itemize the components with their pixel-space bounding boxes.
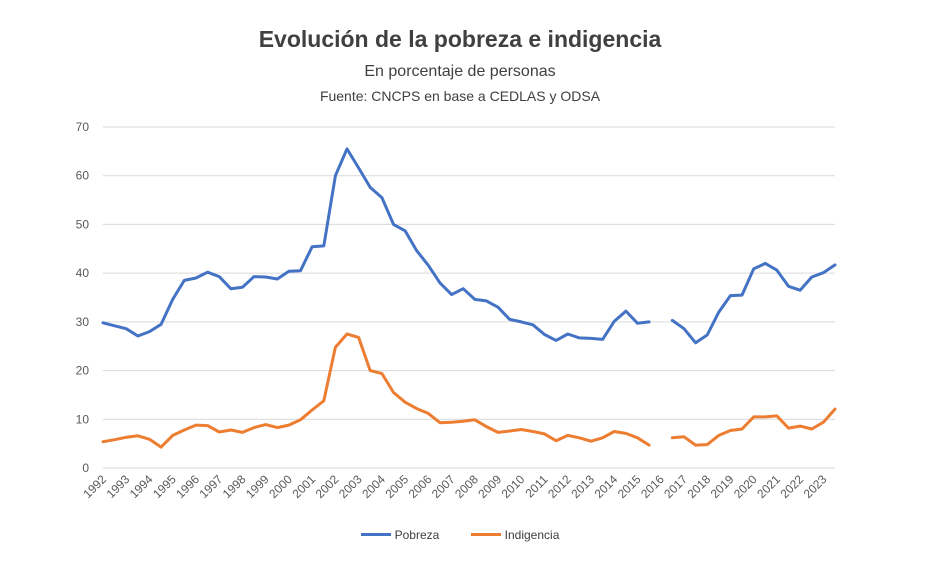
y-tick-label: 70 (76, 120, 90, 134)
legend-swatch-indigencia (470, 533, 501, 536)
legend: Pobreza Indigencia (0, 525, 920, 542)
x-axis: 1992199319941995199619971998199920002001… (80, 472, 829, 501)
x-tick-label: 2005 (382, 472, 411, 501)
gridlines (103, 126, 835, 469)
chart-subtitle: En porcentaje de personas (364, 63, 556, 80)
y-axis: 0 10 20 30 40 50 60 70 (76, 120, 90, 475)
x-tick-label: 2009 (475, 472, 504, 501)
x-tick-label: 2006 (406, 472, 435, 501)
x-tick-label: 2004 (359, 472, 388, 501)
series-line-indigencia (101, 332, 651, 449)
y-tick-label: 10 (76, 412, 90, 426)
x-tick-label: 2019 (708, 472, 737, 501)
legend-label-pobreza: Pobreza (394, 527, 440, 542)
x-tick-label: 1993 (104, 472, 133, 501)
x-tick-label: 2023 (801, 472, 830, 501)
x-tick-label: 2011 (522, 472, 550, 500)
x-tick-label: 1999 (243, 472, 272, 501)
x-tick-label: 1992 (80, 472, 109, 501)
y-tick-label: 50 (76, 217, 90, 231)
y-tick-label: 60 (76, 169, 90, 183)
x-tick-label: 2008 (452, 472, 481, 501)
x-tick-label: 1994 (127, 472, 156, 501)
chart-source: Fuente: CNCPS en base a CEDLAS y ODSA (319, 88, 601, 104)
x-tick-label: 2003 (336, 472, 365, 501)
legend-label-indigencia: Indigencia (504, 527, 560, 542)
legend-item-pobreza: Pobreza (360, 527, 440, 542)
x-tick-label: 2020 (731, 472, 760, 501)
x-tick-label: 2016 (638, 472, 667, 501)
x-tick-label: 1996 (173, 472, 202, 501)
x-tick-label: 2015 (615, 472, 644, 501)
series-line-pobreza (670, 261, 837, 345)
x-tick-label: 2014 (592, 472, 621, 501)
x-tick-label: 2022 (777, 472, 806, 501)
x-tick-label: 2013 (568, 472, 597, 501)
series-line-pobreza (101, 147, 651, 342)
x-tick-label: 2000 (266, 472, 295, 501)
x-tick-label: 2001 (289, 472, 318, 501)
series-line-indigencia (670, 407, 837, 447)
y-tick-label: 40 (76, 266, 90, 280)
y-tick-label: 0 (82, 461, 89, 475)
x-tick-label: 1995 (150, 472, 179, 501)
series-group (101, 147, 837, 449)
x-tick-label: 2012 (545, 472, 574, 501)
x-tick-label: 2021 (754, 472, 783, 501)
legend-item-indigencia: Indigencia (470, 527, 560, 542)
y-tick-label: 20 (76, 364, 90, 378)
x-tick-label: 2018 (685, 472, 714, 501)
x-tick-label: 1998 (220, 472, 249, 501)
legend-swatch-pobreza (360, 533, 391, 536)
y-tick-label: 30 (76, 315, 90, 329)
x-tick-label: 2002 (313, 472, 342, 501)
chart-title: Evolución de la pobreza e indigencia (258, 26, 662, 52)
x-tick-label: 2007 (429, 472, 458, 501)
x-tick-label: 1997 (197, 472, 226, 501)
x-tick-label: 2017 (661, 472, 690, 501)
x-tick-label: 2010 (499, 472, 528, 501)
